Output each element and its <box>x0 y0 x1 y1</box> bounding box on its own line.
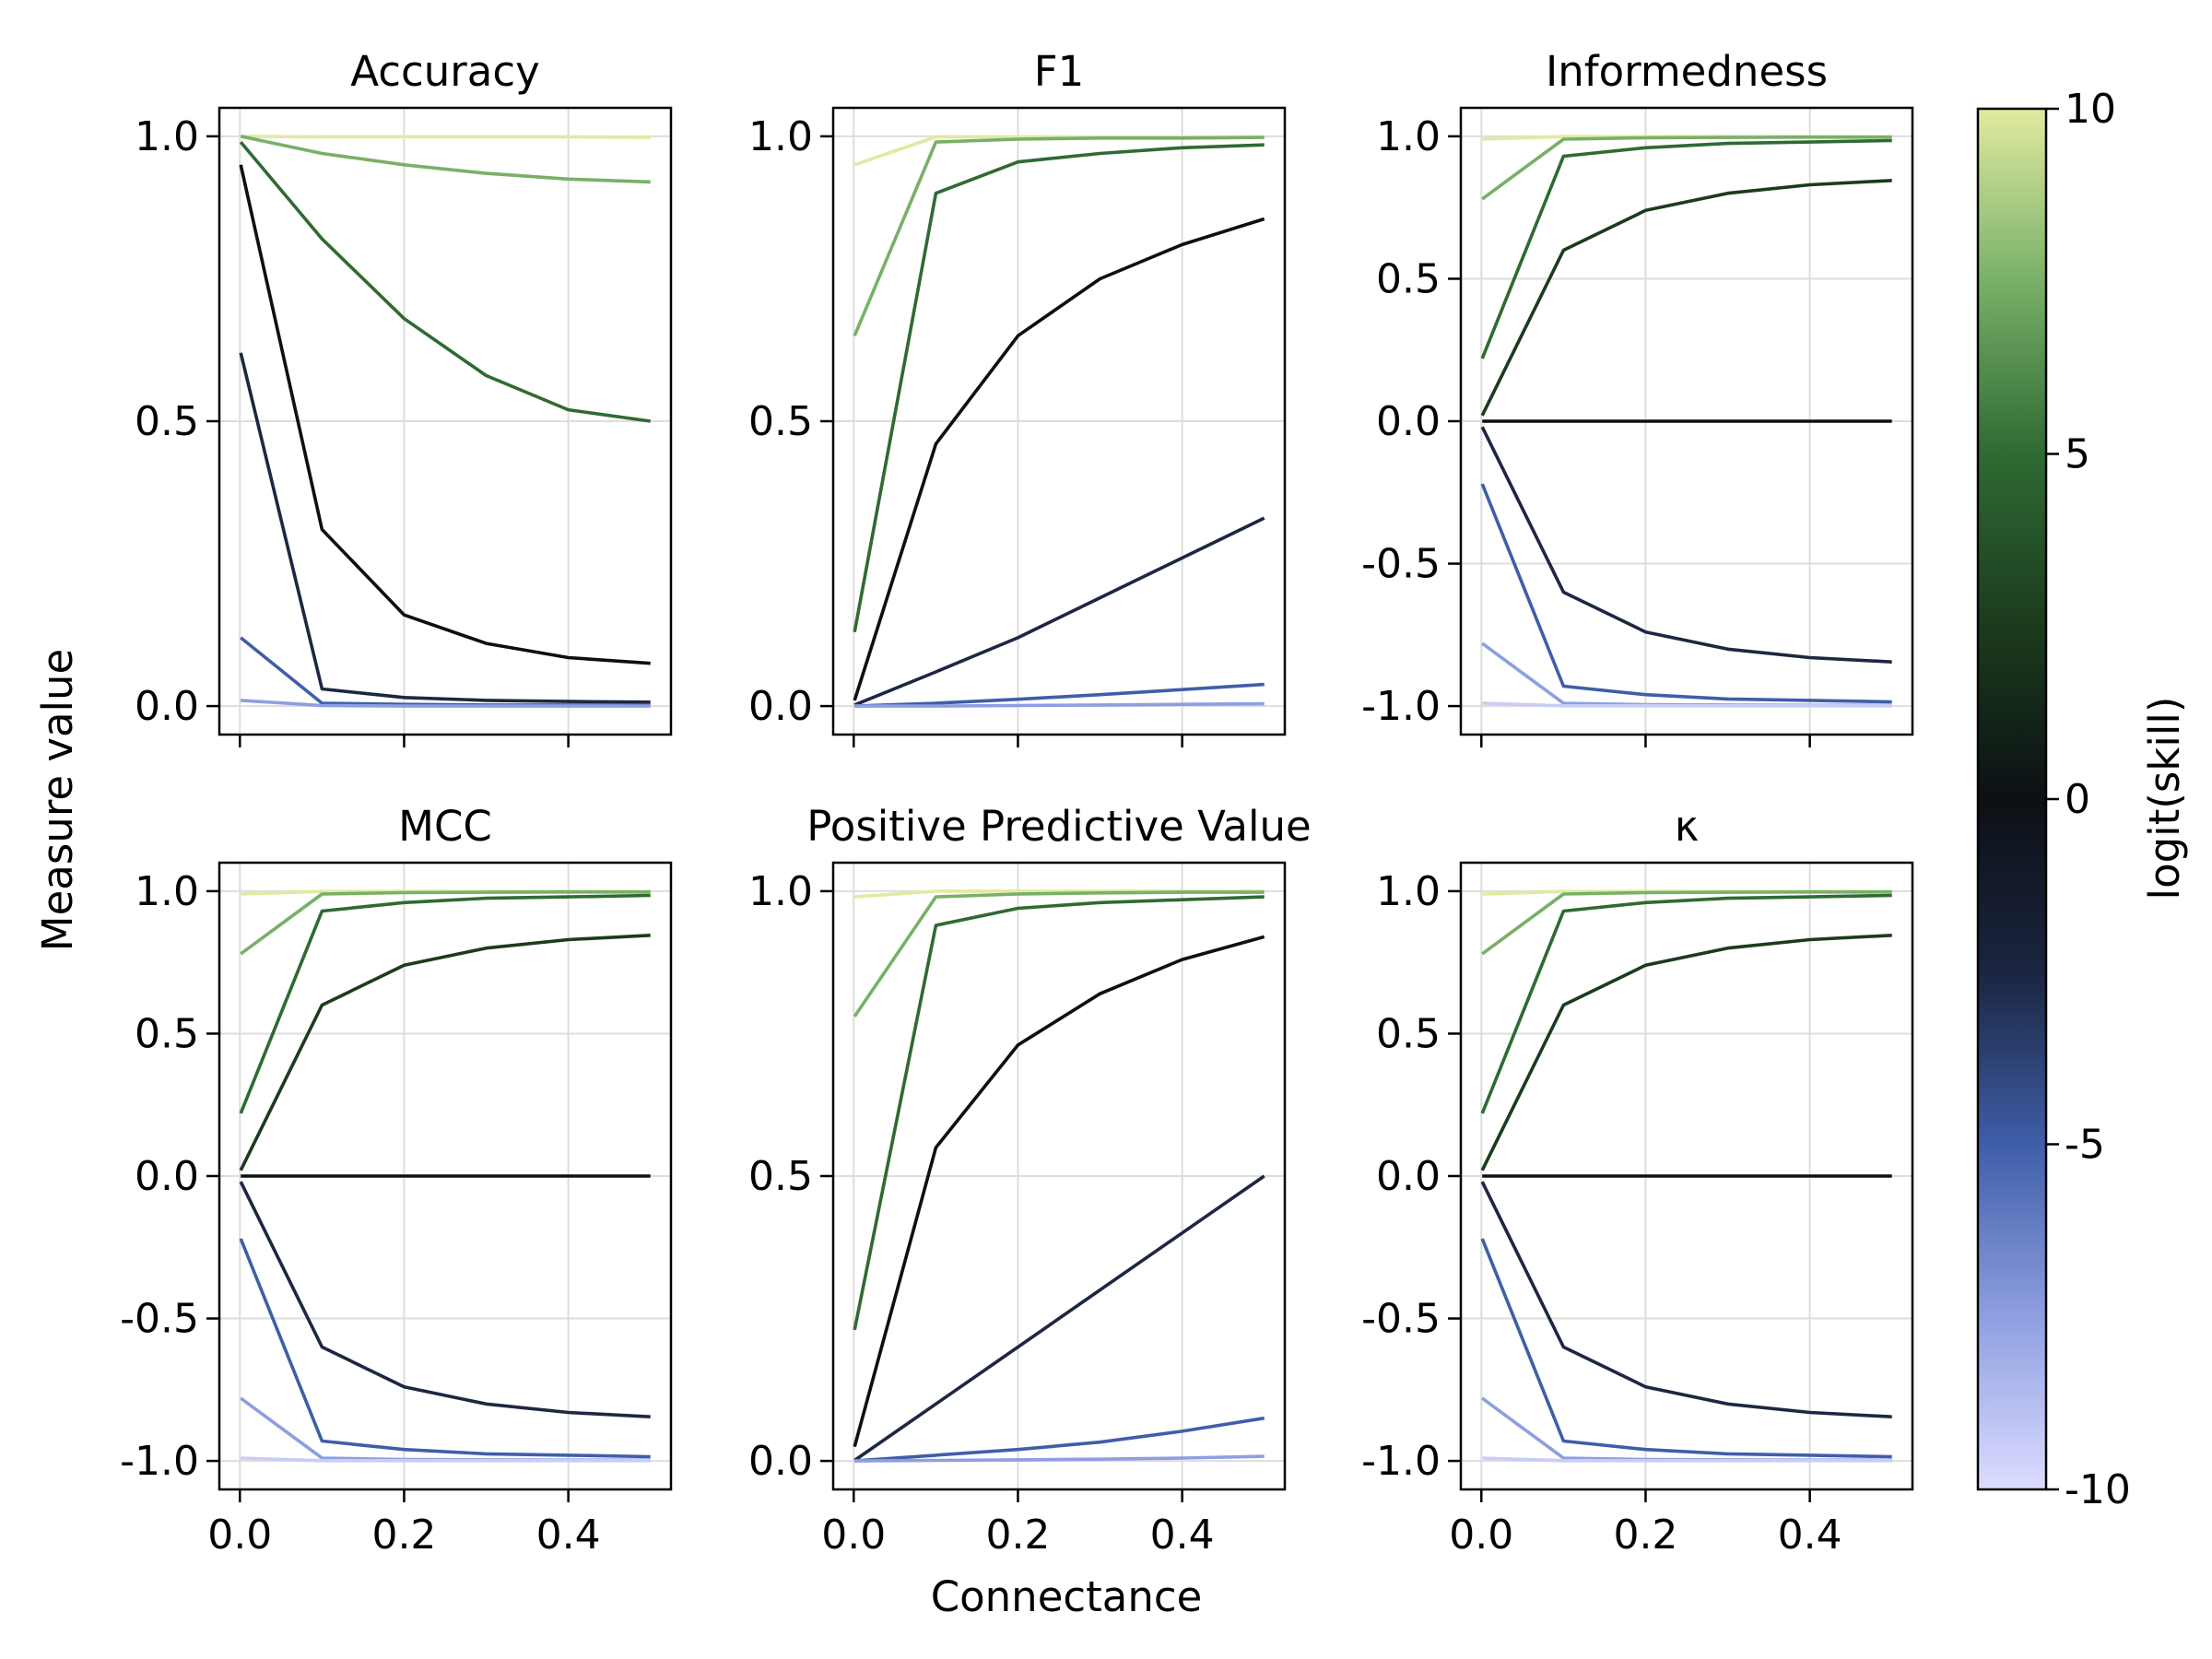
series-line <box>239 164 651 665</box>
series-line <box>1480 426 1892 664</box>
y-axis-title: Measure value <box>33 649 82 951</box>
colorbar-tick-label: -5 <box>2065 1122 2105 1169</box>
panel-5: 1.00.50.0-0.5-1.00.0 0.2 0.4κ <box>1361 802 1914 1559</box>
y-tick-label: 0.5 <box>748 1153 813 1200</box>
y-tick-label: 0.5 <box>1376 255 1441 302</box>
panel-2: 1.0 0.5 0.0 -0.5 -1.0 Informedness <box>1361 47 1914 747</box>
series-line <box>1480 893 1892 1114</box>
series-line <box>854 701 1265 708</box>
x-tick-label: 0.4 <box>1778 1512 1842 1559</box>
series-line <box>1480 138 1892 359</box>
y-tick-label: 1.0 <box>135 868 199 915</box>
series-line <box>853 143 1265 633</box>
series-line <box>853 1174 1265 1462</box>
series-line <box>853 135 1265 167</box>
series-line <box>1482 701 1892 708</box>
y-tick-label: 0.0 <box>748 683 813 730</box>
colorbar-ticks: 10 5 0 -5 -10 <box>2046 86 2131 1513</box>
series-line <box>1480 1238 1892 1459</box>
y-tick-label: 0.0 <box>1376 1153 1441 1200</box>
series-line <box>241 699 651 708</box>
series-line <box>239 1181 651 1418</box>
series-line <box>853 895 1265 1331</box>
series-line <box>1480 934 1892 1171</box>
y-tick-label: 0.0 <box>135 683 199 730</box>
series-line <box>240 135 651 184</box>
y-tick-label: -1.0 <box>120 1438 199 1485</box>
x-tick-label: 0.0 <box>207 1512 272 1559</box>
series-line <box>241 1456 651 1463</box>
series-line <box>854 682 1265 708</box>
series-line <box>239 934 651 1171</box>
colorbar: 10 5 0 -5 -10 logit(skill) <box>1976 86 2189 1513</box>
series-line <box>1481 135 1892 201</box>
y-tick-label: 1.0 <box>135 113 199 160</box>
colorbar-tick-label: 0 <box>2065 776 2090 823</box>
x-tick-label: 0.2 <box>371 1512 436 1559</box>
panel-title: Informedness <box>1546 47 1828 96</box>
colorbar-tick-label: -10 <box>2065 1466 2131 1513</box>
y-tick-label: 1.0 <box>748 868 813 915</box>
y-tick-label: 0.0 <box>748 1438 813 1485</box>
x-tick-label: 0.0 <box>1449 1512 1513 1559</box>
colorbar-label: logit(skill) <box>2140 697 2189 900</box>
y-tick-label: 0.5 <box>135 398 199 445</box>
panel-title: κ <box>1675 802 1700 851</box>
y-tick-label: 0.5 <box>1376 1010 1441 1057</box>
panel-title: F1 <box>1034 47 1085 96</box>
series-line <box>240 890 651 956</box>
series-line <box>1482 1456 1892 1463</box>
y-tick-label: -0.5 <box>120 1296 199 1343</box>
series-line <box>239 893 651 1114</box>
series-line <box>1480 1181 1892 1418</box>
series-line <box>241 135 651 139</box>
y-tick-label: -1.0 <box>1361 1438 1441 1485</box>
y-tick-label: 1.0 <box>1376 868 1441 915</box>
series-line <box>853 890 1265 1018</box>
series-line <box>853 516 1265 707</box>
panel-0: 1.0 0.5 0.0 Accuracy <box>135 47 673 747</box>
panel-title: MCC <box>398 802 492 851</box>
series-line <box>239 140 651 423</box>
series-line <box>853 135 1265 336</box>
y-tick-label: -1.0 <box>1361 683 1441 730</box>
series-line <box>240 636 651 707</box>
x-tick-label: 0.2 <box>1613 1512 1677 1559</box>
panel-title: Positive Predictive Value <box>806 802 1311 851</box>
series-line <box>854 1454 1265 1463</box>
x-tick-label: 0.0 <box>821 1512 886 1559</box>
series-line <box>1480 179 1892 417</box>
colorbar-tick-label: 10 <box>2065 86 2116 133</box>
series-line <box>853 217 1265 701</box>
panel-title: Accuracy <box>350 47 539 96</box>
x-tick-label: 0.2 <box>985 1512 1050 1559</box>
y-tick-label: 0.5 <box>748 398 813 445</box>
y-tick-label: -0.5 <box>1361 541 1441 588</box>
x-axis-title: Connectance <box>931 1572 1203 1621</box>
y-tick-label: 0.0 <box>135 1153 199 1200</box>
colorbar-tick-label: 5 <box>2065 431 2090 478</box>
x-tick-label: 0.4 <box>1150 1512 1215 1559</box>
panel-1: 1.0 0.5 0.0 F1 <box>748 47 1287 747</box>
panel-4: 1.0 0.5 0.00.0 0.2 0.4 Positive Predictive Va… <box>748 802 1312 1559</box>
series-line <box>239 1238 651 1459</box>
series-line <box>239 352 651 704</box>
series-line <box>1481 890 1892 956</box>
series-line <box>1480 483 1892 704</box>
series-line <box>853 935 1265 1448</box>
y-tick-label: 1.0 <box>1376 113 1441 160</box>
y-tick-label: 1.0 <box>748 113 813 160</box>
x-tick-label: 0.4 <box>536 1512 601 1559</box>
y-tick-label: 0.0 <box>1376 398 1441 445</box>
colorbar-gradient <box>1976 107 2048 1491</box>
panels: 1.0 0.5 0.0 Accuracy 1.0 0.5 0.0 F1 1.0 0.5 0.0 -0.… <box>120 47 1914 1559</box>
y-tick-label: -0.5 <box>1361 1296 1441 1343</box>
y-tick-label: 0.5 <box>135 1010 199 1057</box>
series-line <box>854 1416 1265 1463</box>
